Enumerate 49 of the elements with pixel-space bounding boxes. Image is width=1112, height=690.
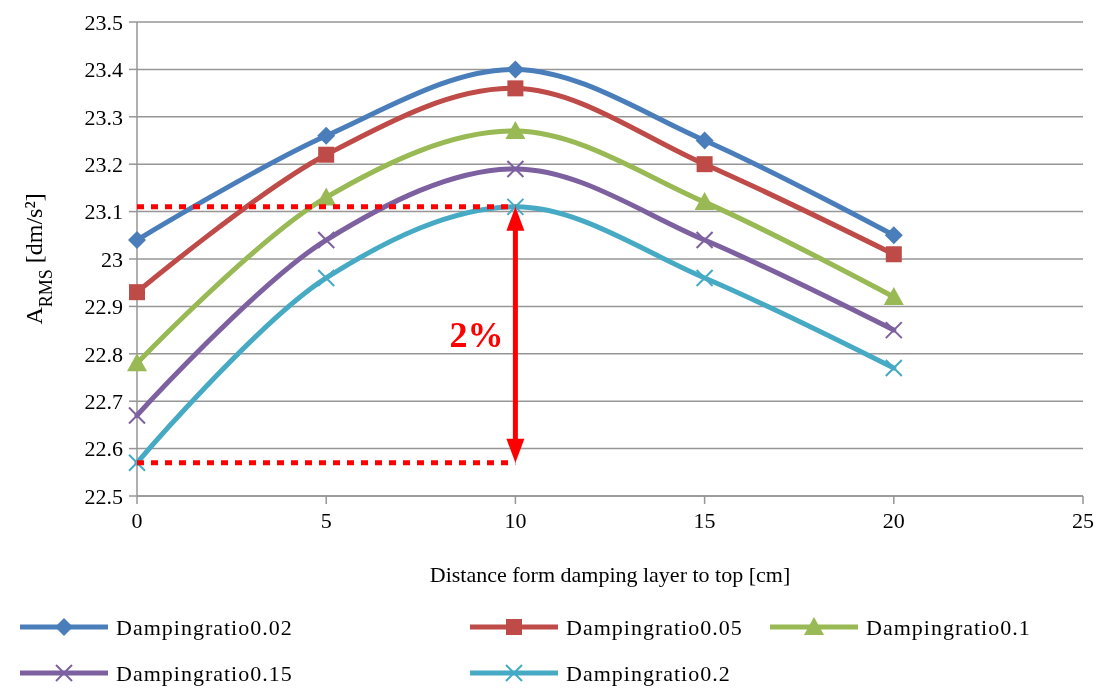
- point: [506, 60, 525, 79]
- y-tick-label: 23.4: [84, 57, 123, 83]
- point: [883, 286, 904, 305]
- point: [884, 226, 903, 245]
- legend-label: Dampingratio0.1: [866, 615, 1031, 640]
- y-tick-label: 22.9: [84, 294, 123, 320]
- point: [885, 246, 902, 263]
- y-tick-label: 23.2: [84, 151, 123, 177]
- y-tick-label: 23.1: [84, 199, 123, 225]
- point: [318, 146, 335, 163]
- y-tick-label: 23.5: [84, 9, 123, 35]
- point: [695, 268, 714, 287]
- point: [694, 192, 715, 211]
- point: [128, 406, 146, 425]
- legend-label: Dampingratio0.15: [116, 661, 293, 686]
- point: [316, 187, 337, 206]
- point: [505, 121, 526, 140]
- point: [507, 80, 524, 97]
- y-tick-label: 22.7: [84, 388, 123, 414]
- point: [127, 353, 147, 372]
- point: [696, 156, 713, 173]
- y-tick-label: 22.5: [84, 483, 123, 509]
- point: [506, 159, 525, 178]
- point: [128, 231, 146, 250]
- point: [317, 126, 336, 145]
- x-tick-label: 0: [131, 508, 143, 533]
- point: [695, 231, 714, 250]
- point: [884, 359, 903, 378]
- point: [695, 131, 714, 150]
- legend-label: Dampingratio0.02: [116, 615, 293, 640]
- legend-label: Dampingratio0.05: [566, 615, 743, 640]
- x-tick-label: 25: [1072, 508, 1094, 533]
- point: [129, 284, 145, 301]
- legend-label: Dampingratio0.2: [566, 661, 731, 686]
- y-tick-label: 22.6: [84, 436, 123, 462]
- point: [128, 453, 146, 472]
- y-tick-label: 23.3: [84, 104, 123, 130]
- point: [506, 197, 525, 216]
- x-tick-label: 5: [320, 508, 332, 533]
- point: [317, 268, 336, 287]
- point: [884, 321, 903, 340]
- point: [317, 231, 336, 250]
- y-tick-label: 22.8: [84, 341, 123, 367]
- x-axis-title: Distance form damping layer to top [cm]: [429, 562, 791, 587]
- x-tick-label: 10: [504, 508, 527, 533]
- annotation: 2%: [449, 315, 504, 356]
- x-tick-label: 15: [693, 508, 716, 533]
- x-tick-label: 20: [882, 508, 905, 533]
- y-tick-label: 23: [101, 246, 123, 272]
